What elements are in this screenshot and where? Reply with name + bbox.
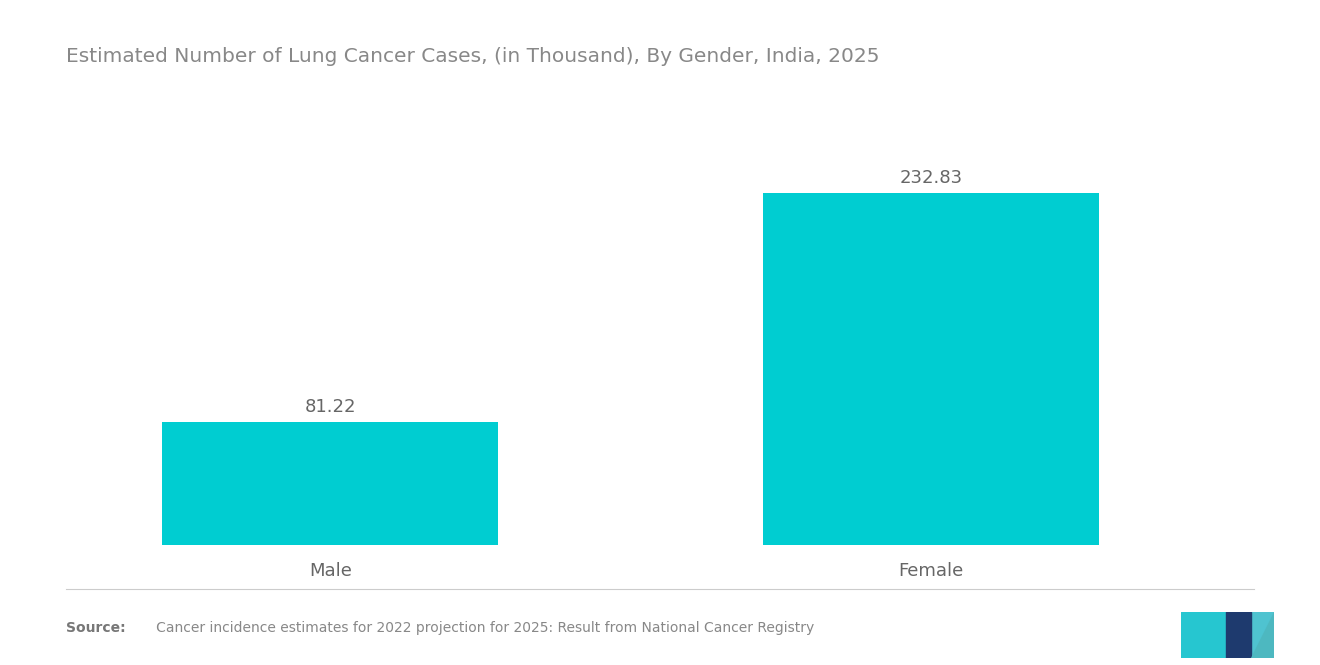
Bar [162, 422, 499, 545]
Polygon shape [1226, 612, 1251, 658]
Text: Source:: Source: [66, 621, 125, 635]
Bar [763, 193, 1100, 545]
Text: Cancer incidence estimates for 2022 projection for 2025: Result from National Ca: Cancer incidence estimates for 2022 proj… [143, 621, 814, 635]
Text: 232.83: 232.83 [899, 169, 962, 187]
Polygon shape [1181, 612, 1226, 658]
Text: 81.22: 81.22 [305, 398, 356, 416]
Polygon shape [1181, 612, 1226, 658]
Polygon shape [1251, 612, 1274, 658]
Polygon shape [1226, 612, 1251, 658]
Text: Estimated Number of Lung Cancer Cases, (in Thousand), By Gender, India, 2025: Estimated Number of Lung Cancer Cases, (… [66, 47, 879, 66]
Polygon shape [1251, 612, 1274, 658]
